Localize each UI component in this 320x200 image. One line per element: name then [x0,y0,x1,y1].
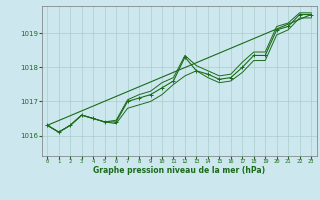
X-axis label: Graphe pression niveau de la mer (hPa): Graphe pression niveau de la mer (hPa) [93,166,265,175]
